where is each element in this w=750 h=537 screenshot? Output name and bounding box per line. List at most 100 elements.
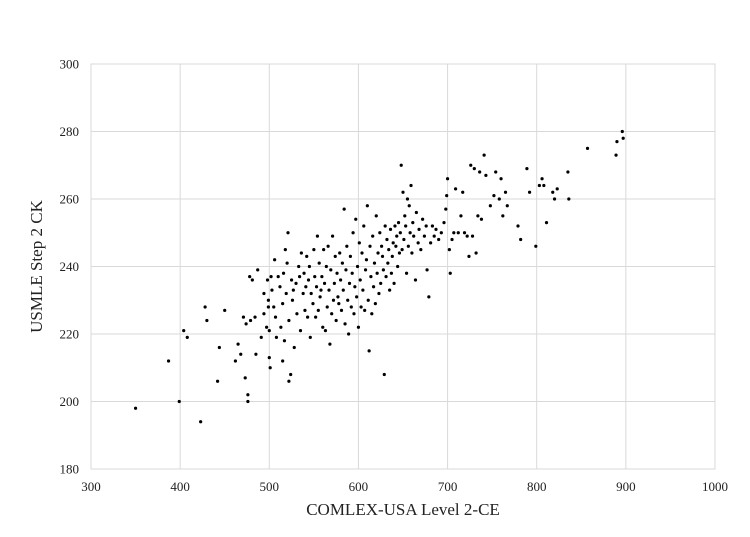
data-points xyxy=(133,129,625,424)
data-point xyxy=(525,167,529,171)
data-point xyxy=(385,237,389,242)
data-point xyxy=(246,399,250,404)
data-point xyxy=(274,335,279,339)
data-point xyxy=(390,254,394,258)
data-point xyxy=(365,204,369,208)
plot-area-frame xyxy=(90,63,716,470)
data-point xyxy=(306,278,311,282)
data-point xyxy=(340,261,344,265)
data-point xyxy=(236,342,240,346)
data-point xyxy=(334,318,338,323)
y-tick-label: 180 xyxy=(60,462,80,477)
y-tick-label: 240 xyxy=(60,259,80,274)
data-point xyxy=(324,264,328,269)
data-point xyxy=(376,251,380,255)
data-point xyxy=(339,278,343,282)
data-point xyxy=(386,261,390,265)
data-point xyxy=(369,275,373,279)
data-point xyxy=(352,312,356,316)
x-axis-tick-labels: 300 400 500 600 700 800 900 1000 xyxy=(81,479,728,494)
data-point xyxy=(469,163,473,167)
data-point xyxy=(248,318,253,323)
data-point xyxy=(437,237,441,242)
data-point xyxy=(322,281,327,285)
data-point xyxy=(182,329,186,333)
data-point xyxy=(349,305,353,309)
data-point xyxy=(416,241,420,245)
data-point xyxy=(527,190,532,194)
data-point xyxy=(314,285,319,289)
data-point xyxy=(552,197,557,201)
data-point xyxy=(355,295,359,299)
data-point xyxy=(287,318,291,323)
data-point xyxy=(371,285,376,289)
data-point xyxy=(379,281,383,285)
data-point xyxy=(347,332,351,336)
data-point xyxy=(378,231,382,235)
data-point xyxy=(244,322,248,326)
data-point xyxy=(478,170,482,174)
data-point xyxy=(351,231,355,235)
data-point xyxy=(516,224,520,228)
data-point xyxy=(396,221,401,225)
data-point xyxy=(370,312,374,316)
data-point xyxy=(615,140,619,144)
data-point xyxy=(410,251,414,255)
data-point xyxy=(248,275,252,279)
data-point xyxy=(462,231,467,235)
data-point xyxy=(297,264,301,269)
data-point xyxy=(284,291,288,296)
data-point xyxy=(317,261,321,265)
data-point xyxy=(329,268,333,272)
data-point xyxy=(399,163,403,167)
data-point xyxy=(384,275,388,279)
data-point xyxy=(294,281,298,285)
data-point xyxy=(540,177,544,181)
data-point xyxy=(307,264,311,269)
data-point xyxy=(250,278,254,282)
x-tick-label: 600 xyxy=(349,479,369,494)
data-point xyxy=(358,278,362,282)
data-point xyxy=(482,153,486,157)
data-point xyxy=(360,251,364,255)
data-point xyxy=(444,207,448,211)
data-point xyxy=(427,295,431,299)
data-point xyxy=(246,393,250,397)
data-point xyxy=(404,271,409,275)
data-point xyxy=(361,288,365,292)
data-point xyxy=(388,227,393,231)
data-point xyxy=(372,261,377,265)
gridlines xyxy=(90,63,716,470)
data-point xyxy=(439,231,443,235)
data-point xyxy=(337,302,341,306)
data-point xyxy=(133,406,138,410)
data-point xyxy=(453,187,458,191)
data-point xyxy=(303,308,307,312)
data-point xyxy=(289,372,293,377)
data-point xyxy=(367,349,371,353)
data-point xyxy=(283,248,287,252)
data-point xyxy=(314,315,318,319)
data-point xyxy=(286,231,290,235)
data-point xyxy=(199,420,203,424)
data-point xyxy=(309,291,313,296)
data-point xyxy=(408,231,412,235)
data-point xyxy=(331,298,336,302)
data-point xyxy=(398,231,402,235)
data-point xyxy=(254,352,258,356)
data-point xyxy=(177,399,181,404)
data-point xyxy=(268,366,272,370)
data-point xyxy=(278,285,282,289)
data-point xyxy=(542,183,546,188)
data-point xyxy=(566,170,570,174)
data-point xyxy=(338,251,342,255)
data-point xyxy=(291,288,295,292)
data-point xyxy=(311,302,315,306)
data-point xyxy=(414,210,418,215)
data-point xyxy=(380,254,385,258)
data-point xyxy=(381,268,385,272)
data-point xyxy=(343,322,347,326)
data-point xyxy=(402,237,406,242)
data-point xyxy=(328,342,332,346)
data-point xyxy=(281,271,286,275)
